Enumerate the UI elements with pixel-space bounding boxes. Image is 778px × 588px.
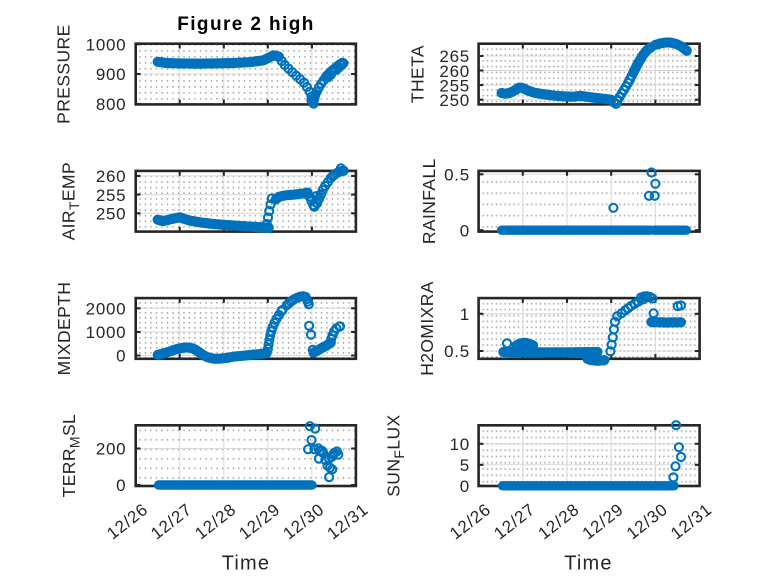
svg-text:800: 800: [96, 95, 126, 114]
svg-text:Time: Time: [564, 553, 613, 575]
svg-text:260: 260: [96, 167, 126, 186]
svg-text:PRESSURE: PRESSURE: [53, 24, 73, 123]
svg-text:SUNFLUX: SUNFLUX: [384, 414, 408, 496]
svg-text:265: 265: [439, 47, 469, 66]
svg-text:0: 0: [460, 221, 470, 240]
svg-text:1000: 1000: [86, 35, 127, 54]
svg-text:1000: 1000: [86, 323, 127, 342]
svg-text:Time: Time: [222, 553, 271, 575]
svg-text:2000: 2000: [86, 300, 127, 319]
svg-text:MIXDEPTH: MIXDEPTH: [54, 282, 74, 376]
svg-text:255: 255: [96, 186, 126, 205]
svg-text:AIRTEMP: AIRTEMP: [59, 162, 83, 240]
svg-text:10: 10: [450, 435, 470, 454]
svg-text:5: 5: [460, 456, 470, 475]
svg-text:260: 260: [439, 62, 469, 81]
svg-text:0.5: 0.5: [444, 166, 470, 185]
svg-text:0: 0: [116, 476, 126, 495]
svg-text:0: 0: [116, 347, 126, 366]
svg-text:RAINFALL: RAINFALL: [419, 158, 439, 244]
svg-text:250: 250: [96, 205, 126, 224]
svg-text:255: 255: [439, 76, 469, 95]
svg-text:0.5: 0.5: [444, 342, 470, 361]
svg-text:0: 0: [460, 477, 470, 496]
svg-text:H2OMIXRA: H2OMIXRA: [417, 281, 437, 376]
svg-text:TERRMSL: TERRMSL: [59, 414, 83, 498]
svg-text:900: 900: [96, 65, 126, 84]
svg-text:THETA: THETA: [408, 45, 428, 103]
svg-text:1: 1: [460, 305, 470, 324]
svg-text:250: 250: [439, 91, 469, 110]
svg-text:200: 200: [96, 440, 126, 459]
svg-text:Figure 2 high: Figure 2 high: [177, 14, 314, 35]
